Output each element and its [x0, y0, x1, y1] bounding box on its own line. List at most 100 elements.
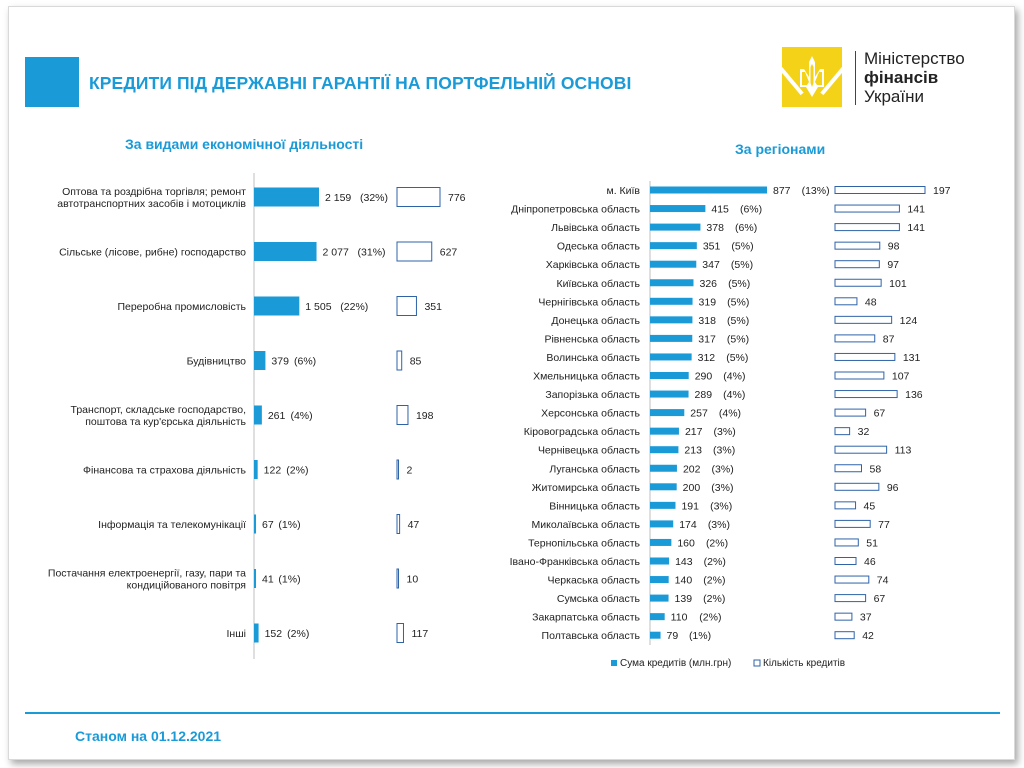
amount-bar — [650, 538, 672, 546]
amount-share-label: (3%) — [708, 519, 730, 531]
count-value-label: 58 — [869, 463, 881, 475]
amount-bar — [650, 427, 679, 435]
category-label: Транспорт, складське господарство, — [71, 404, 246, 416]
count-value-label: 107 — [892, 371, 910, 383]
amount-bar — [650, 260, 697, 268]
region-label: Кіровоградська область — [524, 426, 641, 438]
amount-share-label: (6%) — [740, 204, 762, 216]
amount-share-label: (13%) — [802, 185, 830, 197]
amount-value-label: 200 — [683, 482, 701, 494]
amount-bar — [650, 372, 689, 379]
amount-value-label: 2 077 — [323, 247, 349, 259]
amount-value-label: 174 — [679, 519, 697, 531]
amount-value-label: 318 — [698, 315, 716, 327]
amount-value-label: 289 — [695, 389, 713, 401]
amount-bar — [650, 501, 676, 509]
count-value-label: 131 — [903, 352, 921, 364]
count-bar — [834, 445, 888, 454]
amount-value-label: 319 — [699, 296, 717, 308]
count-value-label: 67 — [874, 408, 886, 420]
amount-bar — [254, 623, 259, 643]
amount-share-label: (1%) — [689, 630, 711, 642]
amount-value-label: 191 — [681, 500, 699, 512]
amount-share-label: (4%) — [723, 371, 745, 383]
amount-value-label: 79 — [667, 630, 679, 642]
amount-share-label: (5%) — [727, 333, 749, 345]
count-bar — [396, 241, 433, 262]
count-bar — [396, 514, 401, 534]
amount-share-label: (2%) — [286, 465, 308, 477]
region-label: Хмельницька область — [533, 371, 640, 383]
count-bar — [834, 482, 880, 491]
count-value-label: 87 — [883, 333, 895, 345]
category-label: автотранспортних засобів і мотоциклів — [57, 198, 246, 210]
amount-value-label: 160 — [677, 537, 695, 549]
amount-share-label: (5%) — [731, 259, 753, 271]
amount-share-label: (2%) — [703, 575, 725, 587]
count-bar — [834, 390, 898, 399]
count-bar — [396, 350, 403, 371]
amount-value-label: 2 159 — [325, 192, 351, 204]
count-bar — [834, 204, 900, 213]
amount-bar — [650, 631, 661, 639]
count-value-label: 32 — [858, 426, 870, 438]
amount-share-label: (5%) — [727, 296, 749, 308]
count-bar — [834, 557, 857, 565]
amount-share-label: (2%) — [706, 537, 728, 549]
legend-amount-label: Сума кредитів (млн.грн) — [620, 658, 731, 669]
amount-bar — [254, 351, 266, 370]
count-bar — [834, 575, 870, 584]
count-value-label: 97 — [887, 259, 899, 271]
amount-share-label: (2%) — [287, 628, 309, 640]
slide: КРЕДИТИ ПІД ДЕРЖАВНІ ГАРАНТІЇ НА ПОРТФЕЛ… — [8, 6, 1015, 760]
count-value-label: 136 — [905, 389, 923, 401]
count-bar — [396, 296, 417, 316]
amount-bar — [650, 557, 670, 565]
region-label: м. Київ — [606, 185, 640, 197]
count-value-label: 37 — [860, 612, 872, 624]
count-bar — [834, 501, 857, 510]
count-value-label: 101 — [889, 278, 907, 290]
count-value-label: 351 — [424, 301, 442, 313]
count-value-label: 42 — [862, 630, 874, 642]
count-value-label: 47 — [408, 519, 420, 531]
count-bar — [396, 459, 399, 480]
amount-value-label: 217 — [685, 426, 703, 438]
region-label: Миколаївська область — [532, 519, 641, 531]
region-label: Черкаська область — [547, 575, 640, 587]
regions-chart: м. Київ 877 (13%) 197 Дніпропетровська облас… — [510, 181, 951, 669]
count-value-label: 96 — [887, 482, 899, 494]
amount-bar — [254, 569, 256, 588]
count-value-label: 141 — [907, 204, 925, 216]
amount-value-label: 877 — [773, 185, 791, 197]
count-bar — [834, 186, 926, 194]
amount-share-label: (5%) — [727, 315, 749, 327]
count-value-label: 10 — [407, 574, 419, 586]
count-bar — [834, 371, 885, 380]
region-label: Вінницька область — [549, 500, 640, 512]
count-value-label: 51 — [866, 537, 878, 549]
category-label: Постачання електроенергії, газу, пари та — [48, 568, 246, 580]
count-bar — [834, 519, 871, 528]
count-value-label: 197 — [933, 185, 951, 197]
amount-share-label: (4%) — [719, 408, 741, 420]
amount-value-label: 379 — [271, 356, 289, 368]
amount-value-label: 312 — [698, 352, 716, 364]
title-accent-block — [25, 57, 79, 107]
category-label: кондиційованого повітря — [127, 580, 246, 592]
trident-emblem-icon — [782, 47, 842, 107]
region-label: Чернігівська область — [538, 296, 640, 308]
count-bar — [396, 623, 404, 643]
amount-bar — [650, 483, 677, 491]
count-value-label: 124 — [900, 315, 918, 327]
logo-divider — [855, 51, 856, 105]
amount-bar — [650, 279, 694, 287]
region-label: Волинська область — [546, 352, 640, 364]
count-value-label: 77 — [878, 519, 890, 531]
amount-bar — [254, 242, 317, 261]
amount-share-label: (3%) — [712, 463, 734, 475]
amount-bar — [254, 514, 257, 534]
region-label: Житомирська область — [532, 482, 641, 494]
amount-value-label: 140 — [675, 575, 693, 587]
amount-share-label: (6%) — [735, 222, 757, 234]
